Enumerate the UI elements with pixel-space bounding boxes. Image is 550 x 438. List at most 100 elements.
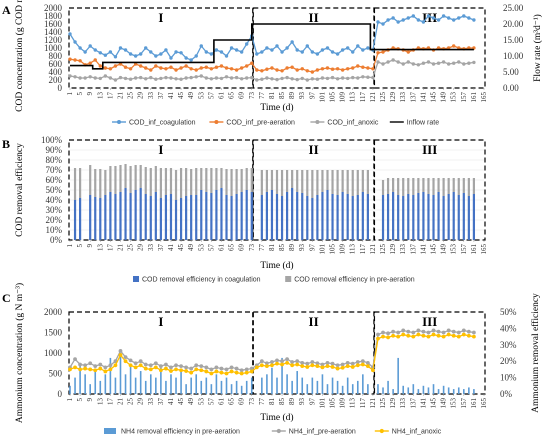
panel-b-bar-cod-removal-efficiency-in-pre-aeration [432,178,435,195]
panel-c-point-nh4-inf-pre-aeration [401,328,406,333]
panel-c-point-nh4-inf-pre-aeration [391,329,396,334]
panel-c-legend-marker-nh4-inf-pre-aeration [276,428,281,434]
panel-a-point-cod-inf-coagulation [199,44,203,48]
panel-b-bar-cod-removal-efficiency-in-pre-aeration [94,169,97,197]
panel-a-legend-cod-inf-anoxic: COD_inf_anoxic [327,120,378,127]
panel-b-x-tick-label: 53 [197,244,205,252]
panel-c-bar-nh4-removal-efficiency-in-pre-aeration [225,377,228,394]
panel-b-x-tick-label: 89 [288,244,296,252]
panel-a-point-cod-inf-coagulation [391,16,395,20]
panel-a-x-tick-label: 105 [329,92,337,103]
panel-b-x-tick-label: 41 [167,244,175,252]
panel-c-point-nh4-inf-pre-aeration [350,361,355,366]
panel-c-point-nh4-inf-pre-aeration [290,360,295,364]
panel-c-x-tick-label: 89 [288,398,296,406]
panel-a-point-cod-inf-anoxic [68,74,72,78]
panel-a-x-tick-label: 45 [177,92,185,100]
panel-c-chart: 0 500 1000 1500 2000 0% 10% 20% 30% 40% 50% Ammoniu… [14,283,541,436]
panel-c-point-nh4-inf-anoxic [123,359,128,364]
panel-a-x-tick-label: 57 [207,92,215,100]
panel-a-point-cod-inf-coagulation [260,50,264,54]
panel-a-y-tick-label: 400 [49,67,63,77]
panel-c-x-tick-label: 149 [440,398,448,409]
panel-a-point-cod-inf-coagulation [265,46,269,50]
panel-a-x-tick-label: 29 [137,92,145,100]
panel-c-y-tick-label: 1000 [44,348,63,358]
panel-c-x-tick-label: 37 [157,398,165,406]
panel-b-bar-cod-removal-efficiency-in-coagulation [407,194,410,240]
panel-a-point-cod-inf-anoxic [88,75,92,79]
panel-b-x-tick-label: 149 [440,244,448,255]
panel-b-bar-cod-removal-efficiency-in-pre-aeration [164,168,168,195]
panel-b-bar-cod-removal-efficiency-in-coagulation [104,195,107,240]
panel-c-x-tick-label: 93 [298,398,306,406]
panel-b-bar-cod-removal-efficiency-in-pre-aeration [472,178,476,194]
panel-c-point-nh4-inf-anoxic [391,333,396,338]
panel-a-point-cod-inf-coagulation [361,48,365,52]
panel-c-bar-nh4-removal-efficiency-in-pre-aeration [286,374,288,394]
panel-a-point-cod-inf-coagulation [108,50,113,54]
panel-c-x-tick-label: 81 [268,398,276,406]
panel-c-x-tick-label: 5 [76,398,84,402]
panel-c-y-tick-label: 2000 [44,307,63,317]
panel-a-point-cod-inf-anoxic [386,60,390,64]
panel-c-point-nh4-inf-anoxic [204,369,209,374]
panel-a-point-cod-inf-coagulation [340,48,345,52]
panel-a-point-cod-inf-coagulation [209,52,214,56]
panel-c-bar-nh4-removal-efficiency-in-pre-aeration [362,374,364,394]
panel-c-point-nh4-inf-pre-aeration [143,362,148,367]
panel-c-point-nh4-inf-pre-aeration [234,366,239,371]
panel-b-bar-cod-removal-efficiency-in-coagulation [280,196,284,240]
panel-a-x-tick-label: 145 [430,92,438,103]
panel-b-bar-cod-removal-efficiency-in-pre-aeration [149,168,152,196]
panel-c-point-nh4-inf-anoxic [108,367,113,372]
panel-c-bar-nh4-removal-efficiency-in-pre-aeration [94,369,97,394]
panel-b-bar-cod-removal-efficiency-in-coagulation [326,190,329,240]
panel-b-x-tick-label: 17 [106,244,114,252]
panel-b-bar-cod-removal-efficiency-in-pre-aeration [301,170,304,193]
panel-a-point-cod-inf-anoxic [219,76,224,81]
panel-c-point-nh4-inf-anoxic [280,362,284,367]
panel-a-point-cod-inf-coagulation [305,44,309,48]
panel-c-point-nh4-inf-pre-aeration [345,360,350,365]
panel-a-point-cod-inf-pre-aeration [224,66,229,70]
panel-c-y-tick-label: 500 [49,369,63,379]
panel-a-point-cod-inf-pre-aeration [305,69,309,73]
panel-a-point-cod-inf-coagulation [396,20,400,24]
panel-a-point-cod-inf-anoxic [366,75,370,79]
panel-c-point-nh4-inf-anoxic [270,363,274,368]
panel-b-bar-cod-removal-efficiency-in-coagulation [119,192,122,240]
panel-c-bar-nh4-removal-efficiency-in-pre-aeration [89,384,91,394]
panel-c-point-nh4-inf-anoxic [436,333,441,338]
panel-a-x-tick-label: 129 [389,92,397,103]
panel-c-point-nh4-inf-anoxic [396,334,401,339]
panel-b-bar-cod-removal-efficiency-in-coagulation [366,194,369,240]
panel-c-point-nh4-inf-anoxic [148,367,153,372]
panel-a-point-cod-inf-coagulation [270,48,274,52]
panel-c-x-tick-label: 61 [217,398,225,406]
panel-a-point-cod-inf-anoxic [144,77,148,81]
panel-b-bar-cod-removal-efficiency-in-pre-aeration [316,170,319,195]
panel-a-y2-tick-label: 25.00 [503,3,524,13]
panel-b-legend-swatch-cod-removal-efficiency-in-pre-aeration [285,276,292,282]
panel-a-point-cod-inf-anoxic [204,76,209,80]
panel-a-point-cod-inf-coagulation [93,48,97,52]
panel-a-point-cod-inf-pre-aeration [290,65,294,69]
panel-a-point-cod-inf-anoxic [411,62,416,66]
panel-a-point-cod-inf-coagulation [239,50,244,54]
panel-a-y2label: Flow rate (m³d⁻¹) [532,14,543,82]
panel-c-point-nh4-inf-anoxic [93,368,98,373]
panel-a-point-cod-inf-coagulation [118,46,123,50]
panel-c-point-nh4-inf-pre-aeration [199,364,204,369]
panel-a-point-cod-inf-pre-aeration [138,64,143,68]
panel-c-point-nh4-inf-pre-aeration [305,361,310,366]
panel-b-bar-cod-removal-efficiency-in-pre-aeration [210,168,213,193]
panel-a-x-tick-label: 85 [278,92,286,100]
panel-c-point-nh4-inf-anoxic [300,364,305,369]
panel-c-x-tick-label: 65 [228,398,236,406]
panel-b-y-tick-label: 50% [46,185,63,195]
panel-a-y-tick-label: 2000 [44,3,63,13]
panel-a-point-cod-inf-pre-aeration [179,66,183,70]
